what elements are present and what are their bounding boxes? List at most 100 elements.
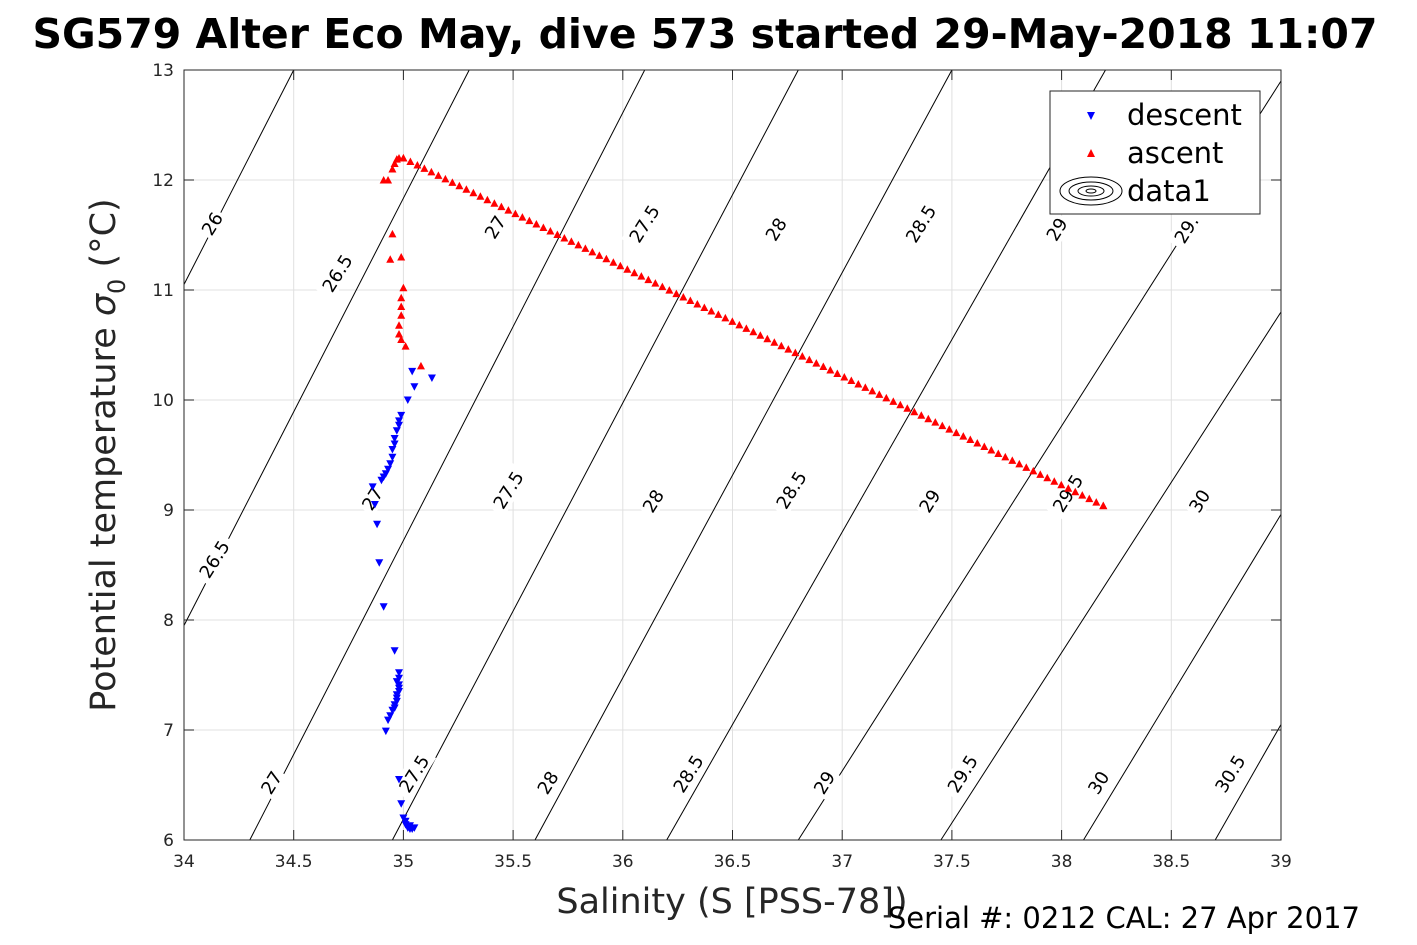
- ascent-marker: [427, 167, 436, 176]
- y-tick-label: 13: [152, 61, 174, 81]
- ascent-marker: [595, 251, 604, 259]
- ascent-marker: [903, 404, 912, 412]
- y-axis-label-sub: 0: [103, 279, 131, 294]
- ascent-marker: [1008, 456, 1017, 464]
- ascent-marker: [567, 237, 576, 245]
- ascent-marker: [1001, 452, 1010, 461]
- ascent-marker: [1043, 473, 1052, 482]
- ascent-marker: [812, 359, 821, 367]
- ascent-marker: [490, 199, 499, 207]
- ascent-marker: [707, 306, 716, 315]
- ascent-marker: [924, 414, 933, 423]
- descent-marker: [408, 367, 417, 376]
- ascent-marker: [1057, 480, 1066, 489]
- descent-marker: [395, 421, 404, 430]
- descent-marker: [390, 440, 399, 448]
- legend-label-ascent: ascent: [1127, 136, 1223, 170]
- descent-marker: [381, 727, 390, 736]
- ascent-marker: [390, 159, 399, 167]
- contour-label-bg: [1044, 465, 1090, 521]
- descent-marker: [390, 435, 399, 443]
- ascent-marker: [401, 342, 410, 350]
- ascent-marker: [511, 209, 520, 218]
- x-tick-label: 35.5: [494, 852, 532, 872]
- axis-ticks: 34 34.5 35 35.5 36 36.5 37 37.5 38 38.5 39 6 7 8 9 10 11…: [152, 61, 1291, 872]
- ascent-marker: [1071, 487, 1080, 496]
- ascent-marker: [397, 311, 406, 319]
- ascent-marker: [1099, 501, 1108, 510]
- x-tick-label: 36.5: [714, 852, 752, 872]
- ascent-marker: [560, 233, 569, 242]
- contour-label-bg: [768, 462, 814, 517]
- x-tick-label: 38.5: [1152, 852, 1190, 872]
- ascent-marker: [455, 181, 464, 190]
- ascent-marker: [805, 355, 814, 364]
- legend-box: [1049, 90, 1261, 215]
- y-tick-label: 8: [163, 611, 174, 631]
- ascent-marker: [602, 254, 611, 263]
- ascent-marker: [714, 310, 723, 318]
- ascent-marker: [973, 439, 982, 447]
- ascent-marker: [384, 176, 393, 184]
- ascent-marker: [386, 255, 395, 263]
- ascent-marker: [840, 372, 849, 381]
- ascent-marker: [413, 160, 422, 169]
- y-axis-label-symbol: σ: [84, 292, 124, 316]
- descent-marker: [386, 460, 395, 468]
- legend: descent ascent data1: [1049, 90, 1261, 215]
- contour-label-bg: [1207, 746, 1253, 801]
- ascent-marker: [770, 338, 779, 346]
- legend-descent-marker: [1087, 112, 1095, 120]
- ascent-marker: [994, 449, 1003, 457]
- ascent-marker: [784, 345, 793, 353]
- x-axis-label: Salinity (S [PSS-78]): [556, 882, 907, 922]
- descent-marker: [373, 520, 382, 529]
- ascent-marker: [406, 157, 415, 165]
- ascent-marker: [798, 352, 807, 360]
- ascent-marker: [1078, 491, 1087, 499]
- descent-marker: [395, 669, 404, 677]
- ascent-marker: [868, 386, 877, 395]
- contour-label-bg: [485, 462, 531, 517]
- ascent-marker: [980, 442, 989, 451]
- descent-marker: [388, 453, 397, 462]
- descent-marker: [397, 800, 406, 808]
- contour-label-bg: [191, 531, 237, 587]
- ascent-marker: [581, 244, 590, 252]
- ascent-marker: [539, 223, 548, 232]
- contour-label-bg: [635, 482, 670, 519]
- ascent-marker: [1029, 466, 1038, 475]
- ascent-marker: [651, 279, 660, 287]
- ascent-marker: [910, 407, 919, 416]
- ascent-marker: [399, 154, 408, 162]
- contour-label-bg: [254, 764, 288, 800]
- y-axis-label-unit: (°C): [84, 198, 124, 278]
- descent-marker: [401, 817, 410, 826]
- descent-marker: [379, 603, 388, 611]
- x-tick-label: 34.5: [275, 852, 313, 872]
- ascent-marker: [630, 268, 639, 277]
- descent-marker: [403, 396, 412, 404]
- y-tick-label: 9: [163, 501, 174, 521]
- ascent-marker: [616, 261, 625, 270]
- contour-label-bg: [1166, 206, 1206, 252]
- ascent-marker: [742, 324, 751, 332]
- ascent-marker: [420, 164, 429, 172]
- contour-label-bg: [621, 196, 667, 251]
- contour-line-27: [249, 69, 646, 841]
- descent-marker: [375, 559, 384, 567]
- descent-marker: [384, 465, 393, 474]
- legend-label-descent: descent: [1127, 98, 1242, 132]
- ascent-marker: [1036, 470, 1045, 478]
- ascent-marker: [847, 376, 856, 384]
- ascent-marker: [644, 275, 653, 284]
- contour-label-bg: [314, 245, 360, 301]
- x-tick-label: 36: [612, 852, 634, 872]
- ascent-marker: [763, 334, 772, 343]
- ascent-marker: [679, 293, 688, 301]
- contour-label-bg: [807, 764, 841, 800]
- ascent-marker: [395, 321, 404, 329]
- ascent-marker: [686, 296, 695, 305]
- ascent-marker: [966, 435, 975, 444]
